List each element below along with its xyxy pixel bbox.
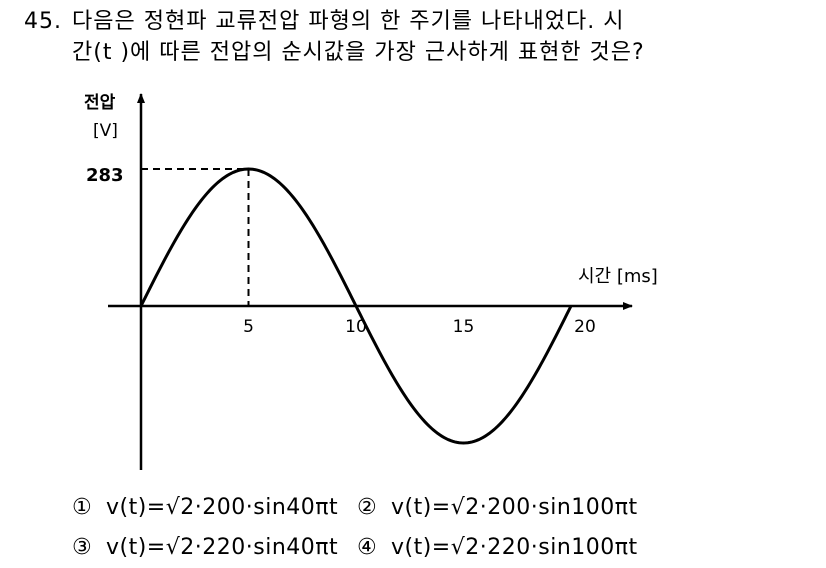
choice-2-text: v(t)=√2·200·sin100πt xyxy=(391,495,638,520)
choice-3-text: v(t)=√2·220·sin40πt xyxy=(106,535,339,560)
answer-choices: ① v(t)=√2·200·sin40πt ② v(t)=√2·200·sin100π… xyxy=(72,488,638,568)
choice-1-text: v(t)=√2·200·sin40πt xyxy=(106,495,339,520)
x-tick-label-20: 20 xyxy=(574,317,596,337)
x-axis-label: 시간 [ms] xyxy=(578,266,658,287)
x-tick-label-5: 5 xyxy=(243,317,254,337)
choice-2-mark: ② xyxy=(357,495,378,520)
choice-4[interactable]: ④ v(t)=√2·220·sin100πt xyxy=(357,528,638,568)
peak-value-label: 283 xyxy=(86,165,124,186)
x-tick-label-15: 15 xyxy=(453,317,475,337)
question-text-1: 다음은 정현파 교류전압 파형의 한 주기를 나타내었다. 시 xyxy=(72,9,625,34)
choice-4-mark: ④ xyxy=(357,535,378,560)
y-axis-unit: [V] xyxy=(93,121,118,141)
choice-2[interactable]: ② v(t)=√2·200·sin100πt xyxy=(357,488,638,528)
y-axis-label: 전압 xyxy=(84,92,116,113)
choice-row-2: ③ v(t)=√2·220·sin40πt ④ v(t)=√2·220·sin100π… xyxy=(72,528,638,568)
choice-1-mark: ① xyxy=(72,495,93,520)
choice-4-text: v(t)=√2·220·sin100πt xyxy=(391,535,638,560)
choice-1[interactable]: ① v(t)=√2·200·sin40πt xyxy=(72,488,357,528)
choice-3-mark: ③ xyxy=(72,535,93,560)
question-line-1: 45. 다음은 정현파 교류전압 파형의 한 주기를 나타내었다. 시 xyxy=(24,6,814,37)
voltage-curve xyxy=(139,167,573,445)
x-tick-label-10: 10 xyxy=(345,317,367,337)
question-line-2: 간(t )에 따른 전압의 순시값을 가장 근사하게 표현한 것은? xyxy=(72,40,645,65)
question: 45. 다음은 정현파 교류전압 파형의 한 주기를 나타내었다. 시 간(t )… xyxy=(24,6,814,68)
choice-3[interactable]: ③ v(t)=√2·220·sin40πt xyxy=(72,528,357,568)
question-number: 45. xyxy=(24,9,62,34)
choice-row-1: ① v(t)=√2·200·sin40πt ② v(t)=√2·200·sin100π… xyxy=(72,488,638,528)
